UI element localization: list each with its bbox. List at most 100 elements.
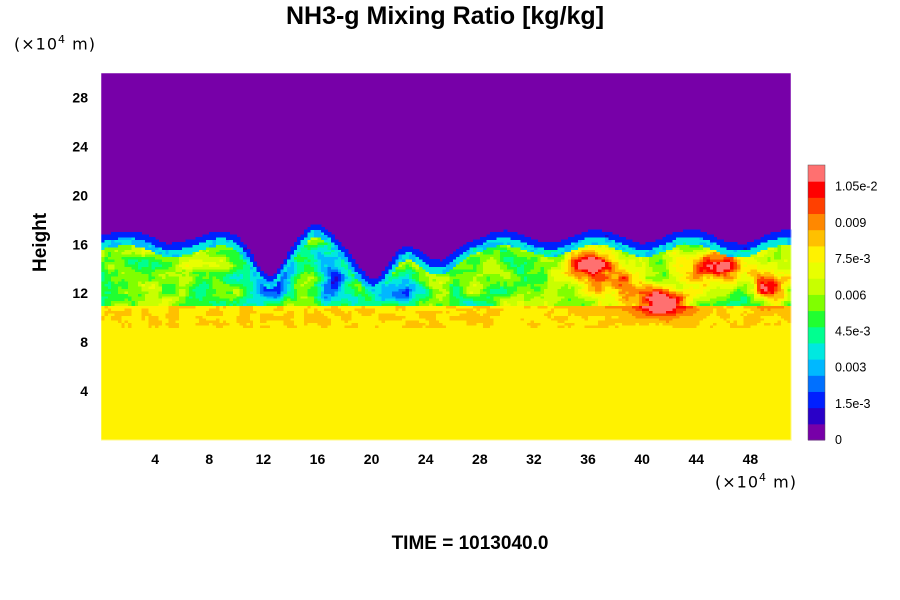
heatmap-cell [703, 415, 708, 419]
heatmap-cell [209, 415, 214, 419]
heatmap-cell [205, 422, 210, 426]
heatmap-cell [182, 430, 187, 434]
heatmap-cell [456, 417, 461, 422]
heatmap-cell [571, 437, 576, 441]
heatmap-cell [381, 413, 386, 417]
heatmap-cell [415, 432, 420, 436]
heatmap-cell [642, 435, 647, 439]
heatmap-cell [747, 425, 752, 429]
heatmap-cell [696, 415, 701, 419]
heatmap-cell [165, 415, 170, 419]
heatmap-cell [300, 410, 305, 414]
heatmap-cell [706, 430, 711, 434]
heatmap-cell [192, 410, 197, 414]
heatmap-cell [107, 422, 112, 426]
heatmap-cell [398, 410, 403, 414]
heatmap-cell [124, 427, 129, 431]
heatmap-cell [591, 425, 596, 429]
heatmap-cell [608, 435, 613, 439]
heatmap-cell [506, 413, 511, 417]
heatmap-cell [405, 425, 410, 429]
heatmap-cell [510, 415, 515, 419]
heatmap-cell [293, 427, 298, 431]
heatmap-cell [540, 422, 545, 426]
heatmap-cell [327, 427, 332, 431]
heatmap-cell [297, 432, 302, 436]
heatmap-cell [479, 410, 484, 414]
heatmap-cell [422, 427, 427, 431]
heatmap-cell [290, 413, 295, 417]
heatmap-cell [696, 420, 701, 424]
heatmap-cell [246, 420, 251, 424]
heatmap-cell [117, 420, 122, 424]
heatmap-cell [689, 417, 694, 422]
heatmap-cell [635, 432, 640, 436]
heatmap-cell [280, 430, 285, 434]
heatmap-cell [104, 417, 109, 422]
heatmap-cell [699, 417, 704, 422]
heatmap-cell [347, 430, 352, 434]
heatmap-cell [222, 420, 227, 424]
heatmap-cell [354, 427, 359, 431]
heatmap-cell [696, 425, 701, 429]
heatmap-cell [256, 432, 261, 436]
heatmap-cell [473, 410, 478, 414]
heatmap-cell [172, 413, 177, 417]
heatmap-cell [456, 430, 461, 434]
heatmap-cell [574, 430, 579, 434]
heatmap-cell [625, 425, 630, 429]
heatmap-cell [496, 422, 501, 426]
heatmap-cells [101, 224, 792, 441]
heatmap-cell [243, 420, 248, 424]
heatmap-cell [182, 417, 187, 422]
heatmap-cell [263, 435, 268, 439]
heatmap-cell [172, 435, 177, 439]
heatmap-cell [422, 410, 427, 414]
heatmap-cell [483, 425, 488, 429]
heatmap-cell [652, 420, 657, 424]
heatmap-cell [638, 425, 643, 429]
heatmap-cell [733, 435, 738, 439]
heatmap-cell [202, 413, 207, 417]
heatmap-cell [736, 430, 741, 434]
heatmap-cell [662, 437, 667, 441]
heatmap-cell [557, 425, 562, 429]
heatmap-cell [243, 432, 248, 436]
heatmap-cell [324, 437, 329, 441]
heatmap-cell [185, 432, 190, 436]
heatmap-cell [155, 422, 160, 426]
heatmap-cell [381, 430, 386, 434]
heatmap-cell [682, 427, 687, 431]
heatmap-cell [598, 432, 603, 436]
heatmap-cell [594, 437, 599, 441]
heatmap-cell [442, 420, 447, 424]
heatmap-cell [168, 415, 173, 419]
heatmap-cell [107, 420, 112, 424]
heatmap-cell [158, 413, 163, 417]
heatmap-cell [730, 432, 735, 436]
heatmap-cell [473, 425, 478, 429]
heatmap-cell [466, 410, 471, 414]
heatmap-cell [662, 427, 667, 431]
heatmap-cell [128, 417, 133, 422]
heatmap-cell [730, 415, 735, 419]
heatmap-cell [266, 417, 271, 422]
heatmap-cell [422, 422, 427, 426]
heatmap-cell [669, 432, 674, 436]
heatmap-cell [195, 420, 200, 424]
heatmap-cell [604, 430, 609, 434]
heatmap-cell [205, 432, 210, 436]
heatmap-cell [449, 435, 454, 439]
heatmap-cell [161, 413, 166, 417]
heatmap-cell [577, 417, 582, 422]
heatmap-cell [249, 422, 254, 426]
heatmap-cell [361, 410, 366, 414]
heatmap-cell [199, 425, 204, 429]
heatmap-cell [429, 422, 434, 426]
heatmap-cell [344, 437, 349, 441]
heatmap-cell [493, 410, 498, 414]
heatmap-cell [513, 427, 518, 431]
heatmap-cell [713, 427, 718, 431]
heatmap-cell [368, 410, 373, 414]
heatmap-cell [544, 425, 549, 429]
